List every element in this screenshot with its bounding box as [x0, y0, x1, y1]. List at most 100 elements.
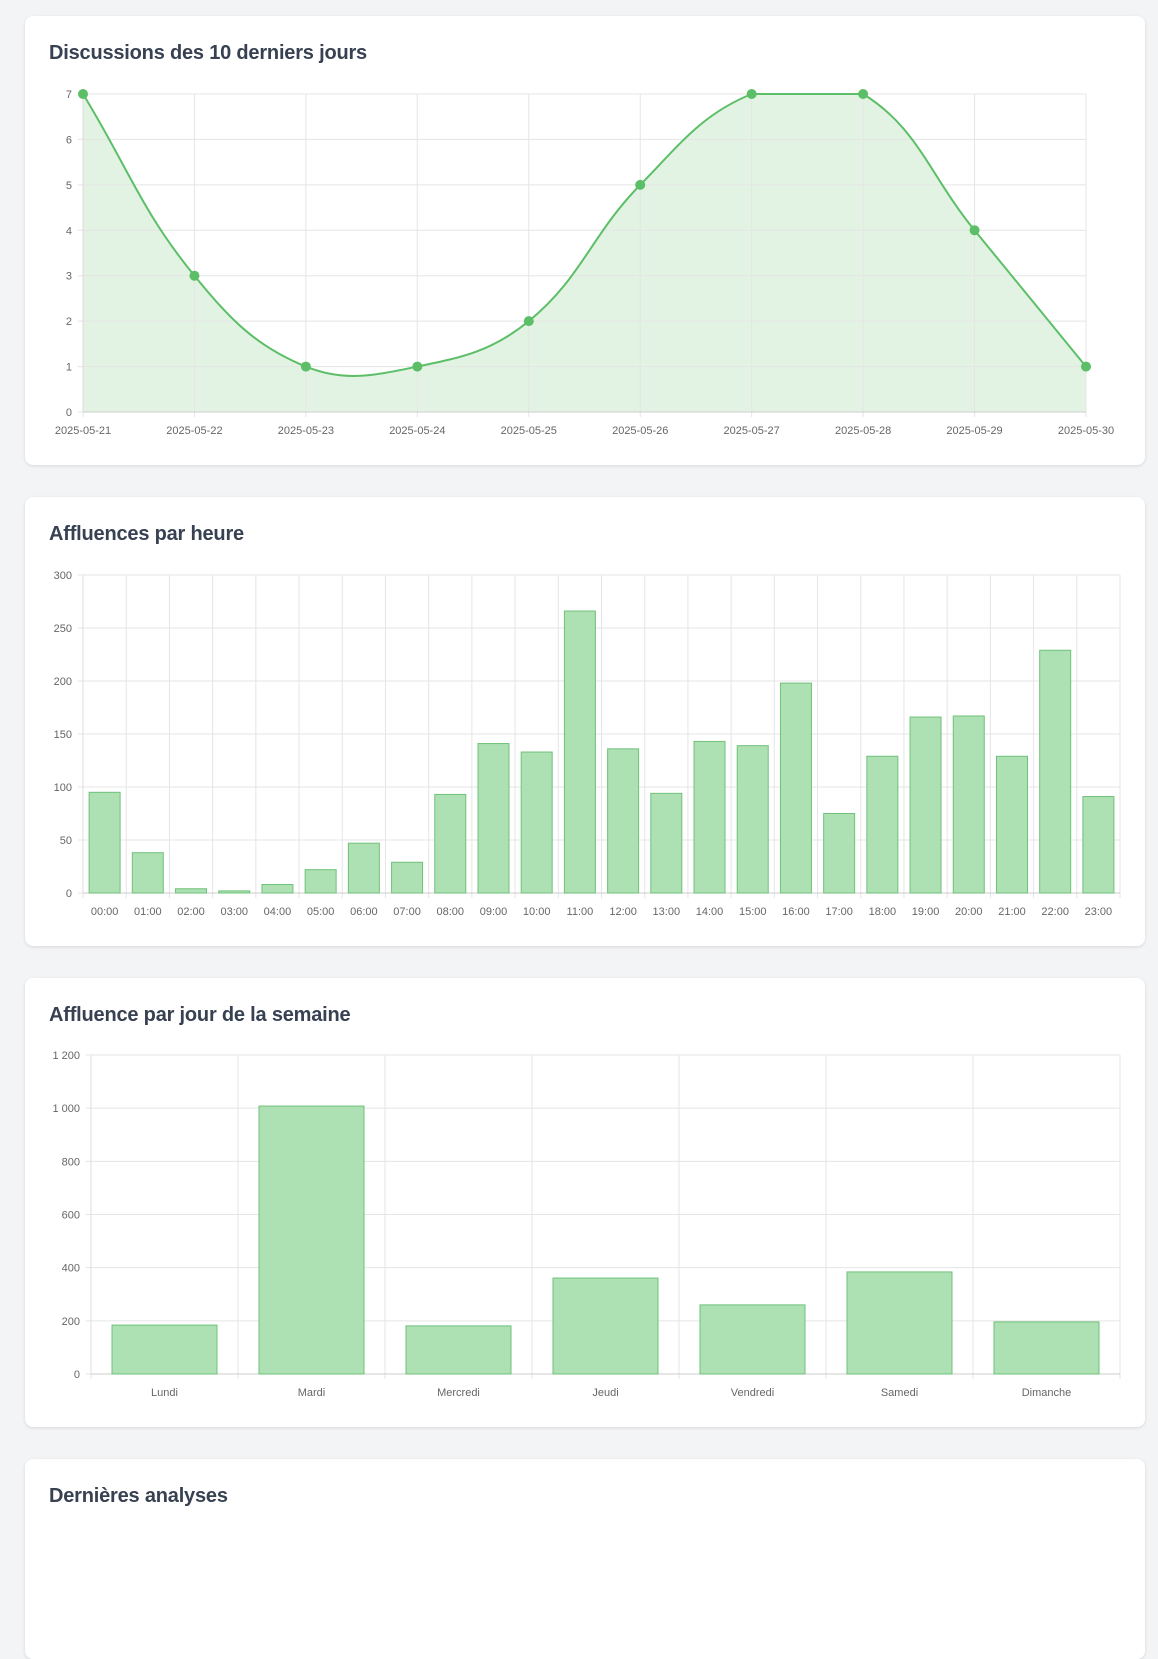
x-tick-label: 10:00: [523, 906, 551, 918]
y-tick-label: 3: [66, 271, 72, 283]
x-tick-label: 2025-05-28: [835, 425, 891, 437]
x-tick-label: 08:00: [437, 906, 465, 918]
data-point: [635, 179, 646, 190]
bar: [111, 1324, 218, 1375]
x-tick-label: 2025-05-22: [166, 425, 222, 437]
bar: [866, 755, 899, 894]
y-tick-label: 4: [66, 225, 72, 237]
data-point: [523, 316, 534, 327]
bar-chart-hourly: 0 50 100 150 200 250 300 00:00 01:00 02:00 03:00 04…: [54, 570, 1121, 918]
x-tick-label: 14:00: [696, 906, 724, 918]
x-tick-label: 2025-05-29: [946, 425, 1002, 437]
x-tick-label: 05:00: [307, 906, 335, 918]
bar: [699, 1304, 806, 1375]
bar: [952, 715, 985, 894]
x-tick-label: 07:00: [393, 906, 421, 918]
bar: [993, 1321, 1100, 1375]
y-tick-label: 800: [62, 1156, 80, 1168]
bar: [607, 748, 640, 894]
bar: [434, 793, 467, 894]
bar: [552, 1277, 659, 1375]
bar: [88, 791, 121, 894]
y-tick-label: 5: [66, 180, 72, 192]
y-tick-label: 1: [66, 362, 72, 374]
data-point: [189, 270, 200, 281]
x-tick-label: 18:00: [869, 906, 897, 918]
x-tick-label: 19:00: [912, 906, 940, 918]
y-tick-label: 2: [66, 316, 72, 328]
x-tick-label: 21:00: [998, 906, 1026, 918]
x-tick-label: 13:00: [653, 906, 681, 918]
bar: [736, 745, 769, 894]
bar: [175, 888, 208, 894]
x-tick-label: Jeudi: [592, 1387, 618, 1399]
bar: [779, 682, 812, 894]
y-tick-label: 400: [62, 1263, 80, 1275]
bar: [261, 884, 294, 894]
x-tick-label: 15:00: [739, 906, 767, 918]
x-tick-label: 09:00: [480, 906, 508, 918]
bar: [218, 890, 251, 894]
x-tick-label: Samedi: [881, 1387, 918, 1399]
bar-chart-weekday: 0 200 400 600 800 1 000 1 200 Lundi Mardi Mercred…: [52, 1050, 1121, 1399]
x-tick-label: Dimanche: [1022, 1387, 1072, 1399]
section-title: Dernières analyses: [49, 1485, 228, 1507]
bar: [1082, 796, 1115, 894]
data-point: [412, 361, 423, 372]
chart-card-weekday: Affluence par jour de la semaine 0 200 400…: [25, 978, 1145, 1427]
y-tick-label: 200: [54, 676, 72, 688]
x-tick-label: Lundi: [151, 1387, 178, 1399]
x-tick-label: Vendredi: [731, 1387, 774, 1399]
bar: [563, 610, 596, 894]
x-tick-label: 2025-05-27: [724, 425, 780, 437]
x-tick-label: 16:00: [782, 906, 810, 918]
data-point: [969, 225, 980, 236]
x-tick-label: 2025-05-23: [278, 425, 334, 437]
y-tick-label: 0: [66, 888, 72, 900]
x-tick-label: 11:00: [567, 906, 594, 918]
bar: [477, 743, 510, 894]
data-point: [858, 89, 869, 99]
x-tick-label: Mercredi: [437, 1387, 480, 1399]
chart-card-hourly: Affluences par heure 0 50 100 150 200 250 300 0…: [25, 497, 1145, 946]
bar: [693, 740, 726, 894]
x-tick-label: 01:00: [134, 906, 162, 918]
data-point: [78, 89, 88, 99]
chart-title: Discussions des 10 derniers jours: [49, 42, 367, 64]
bar: [650, 792, 683, 894]
y-tick-label: 150: [54, 729, 72, 741]
series-line: [82, 92, 1087, 377]
x-tick-label: 2025-05-26: [612, 425, 668, 437]
y-tick-label: 600: [62, 1210, 80, 1222]
y-tick-label: 100: [54, 782, 72, 794]
chart-title: Affluence par jour de la semaine: [49, 1004, 351, 1026]
y-tick-label: 250: [54, 623, 72, 635]
bar: [304, 869, 337, 894]
bar: [995, 755, 1028, 894]
bar: [347, 842, 380, 894]
x-tick-label: 2025-05-24: [389, 425, 445, 437]
x-tick-label: 20:00: [955, 906, 983, 918]
y-tick-label: 1 200: [52, 1050, 80, 1062]
latest-analyses-card: Dernières analyses: [25, 1459, 1145, 1659]
x-tick-label: 22:00: [1041, 906, 1069, 918]
chart-card-daily: Discussions des 10 derniers jours 0 1 2 3 4 5…: [25, 16, 1145, 465]
x-tick-label: 17:00: [825, 906, 853, 918]
bar: [823, 813, 856, 894]
bar: [520, 751, 553, 894]
x-tick-label: 04:00: [264, 906, 292, 918]
x-tick-label: 02:00: [177, 906, 205, 918]
bar: [131, 852, 164, 894]
x-tick-label: 2025-05-30: [1058, 425, 1114, 437]
y-tick-label: 50: [60, 835, 72, 847]
line-chart: 0 1 2 3 4 5 6 7 2025-05-21 2025-05-22 2025-05-23 20…: [55, 89, 1114, 437]
data-point: [1081, 361, 1091, 372]
bar: [391, 861, 424, 894]
bar: [846, 1271, 953, 1375]
x-tick-label: 23:00: [1085, 906, 1113, 918]
bar: [909, 716, 942, 894]
y-tick-label: 0: [66, 407, 72, 419]
y-tick-label: 200: [62, 1316, 80, 1328]
x-tick-label: 12:00: [609, 906, 637, 918]
y-tick-label: 7: [66, 89, 72, 101]
